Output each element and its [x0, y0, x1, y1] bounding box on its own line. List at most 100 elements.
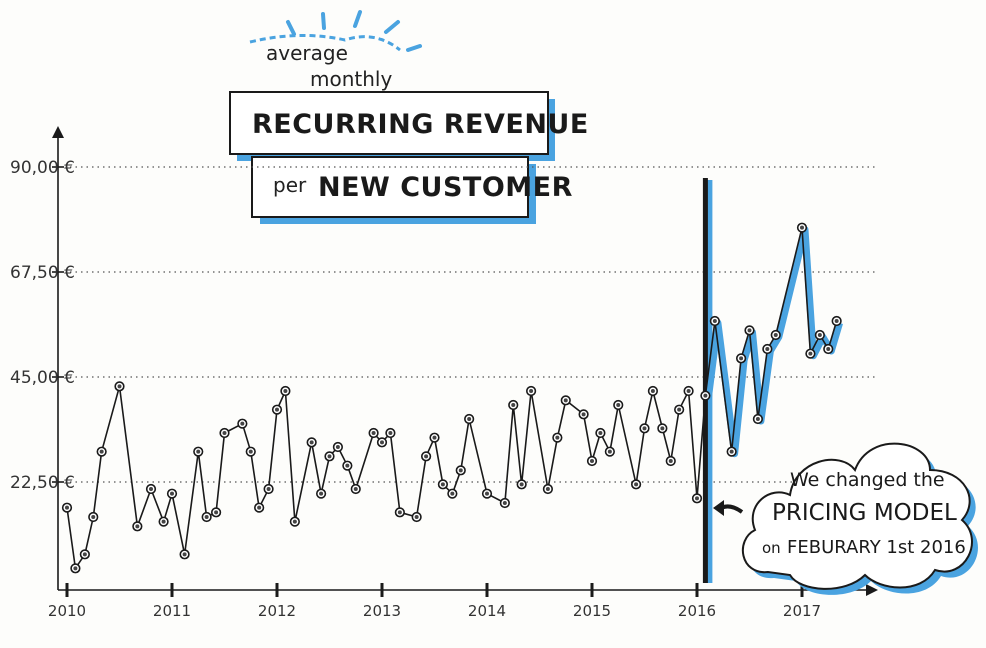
data-point-core-0: [65, 505, 69, 510]
data-point-core-44: [545, 487, 550, 491]
data-point-core-3: [91, 515, 96, 519]
title-banner: average monthly RECURRING REVENUE per NE…: [229, 10, 589, 224]
data-point-core-60: [703, 393, 708, 398]
data-point-core-48: [590, 459, 594, 463]
x-tick-label-5: 2015: [573, 602, 611, 620]
x-tick-labels: 2010 2011 2012 2013 2014 2015 2016 2017: [48, 583, 821, 620]
data-point-core-57: [677, 407, 682, 412]
data-point-core-41: [511, 403, 516, 407]
x-tick-label-4: 2014: [468, 602, 506, 620]
data-point-core-11: [196, 449, 201, 454]
data-point-core-65: [755, 417, 760, 421]
x-axis-arrow-icon: [866, 584, 878, 596]
data-point-core-59: [695, 496, 699, 501]
data-point-core-36: [450, 491, 455, 496]
data-point-core-71: [826, 347, 831, 351]
data-point-core-55: [660, 426, 665, 431]
data-point-core-30: [388, 431, 393, 435]
y-tick-label-0: 22,50 €: [10, 473, 75, 493]
data-point-core-51: [616, 403, 621, 407]
data-point-core-4: [99, 449, 104, 454]
annotation-line3-on: on: [762, 539, 781, 557]
data-point-core-53: [642, 426, 647, 431]
data-point-core-64: [747, 328, 752, 333]
data-point-core-69: [808, 351, 813, 356]
annotation-line1: We changed the: [790, 469, 945, 491]
x-tick-label-3: 2013: [363, 602, 401, 620]
data-point-core-22: [309, 440, 314, 445]
title-line4-large: NEW CUSTOMER: [318, 172, 573, 203]
annotation-line3-date: FEBURARY 1st 2016: [787, 537, 966, 558]
curved-arrow-icon: [713, 500, 744, 516]
x-tick-label-6: 2016: [678, 602, 716, 620]
data-point-core-39: [485, 491, 489, 496]
data-point-core-9: [170, 491, 174, 496]
axes: [52, 126, 878, 596]
annotation-line2: PRICING MODEL: [772, 500, 957, 526]
sparkle-marks: [286, 10, 422, 52]
y-tick-label-3: 90,00 €: [10, 158, 75, 178]
data-point-core-14: [222, 431, 227, 435]
data-point-core-63: [739, 356, 744, 361]
data-point-core-68: [800, 225, 804, 230]
data-point-core-66: [765, 347, 770, 351]
y-axis-arrow-icon: [52, 126, 64, 138]
data-point-core-70: [817, 333, 822, 337]
data-point-core-52: [634, 482, 639, 487]
data-point-core-6: [135, 524, 140, 529]
data-points: [61, 222, 842, 574]
data-point-core-32: [414, 515, 419, 519]
data-point-core-58: [686, 389, 691, 393]
y-tick-label-1: 45,00 €: [10, 368, 75, 388]
data-point-core-61: [712, 319, 717, 323]
series-line: [66, 226, 843, 570]
data-point-core-40: [502, 501, 507, 505]
data-point-core-42: [519, 482, 524, 487]
data-point-core-43: [529, 389, 534, 393]
data-point-core-23: [319, 491, 324, 496]
data-point-core-2: [82, 552, 87, 557]
data-point-core-38: [467, 417, 472, 421]
data-point-core-5: [117, 384, 122, 389]
data-point-core-12: [204, 515, 209, 519]
data-point-core-7: [149, 487, 153, 491]
data-point-core-67: [773, 333, 778, 337]
annotation-cloud: We changed the PRICING MODEL on FEBURARY…: [713, 442, 978, 595]
gridlines: [70, 166, 875, 483]
data-point-core-17: [257, 505, 262, 510]
data-point-core-20: [283, 389, 288, 393]
data-point-core-46: [563, 398, 568, 403]
x-tick-label-0: 2010: [48, 602, 86, 620]
data-point-core-28: [371, 431, 376, 435]
data-point-core-13: [214, 510, 219, 515]
data-point-core-8: [161, 519, 166, 524]
x-tick-label-2: 2012: [258, 602, 296, 620]
data-point-core-29: [380, 440, 384, 445]
data-point-core-37: [458, 468, 463, 473]
data-point-core-34: [432, 435, 437, 440]
data-point-core-15: [240, 421, 245, 426]
data-point-core-24: [327, 454, 332, 459]
data-point-core-45: [555, 435, 560, 440]
data-point-core-21: [292, 519, 297, 524]
data-point-core-49: [598, 431, 603, 435]
data-point-core-19: [275, 407, 279, 412]
data-point-core-25: [335, 445, 340, 449]
data-point-core-31: [397, 510, 402, 515]
data-point-core-56: [668, 459, 673, 463]
data-point-core-18: [266, 487, 271, 491]
title-line2: monthly: [310, 67, 392, 91]
x-tick-label-1: 2011: [153, 602, 191, 620]
x-tick-label-7: 2017: [783, 602, 821, 620]
title-line1: average: [266, 41, 348, 65]
data-point-core-33: [424, 454, 429, 459]
data-point-core-26: [345, 463, 350, 468]
data-point-core-16: [248, 449, 253, 454]
data-point-core-27: [353, 487, 358, 491]
y-tick-label-2: 67,50 €: [10, 263, 75, 283]
data-point-core-10: [182, 552, 187, 557]
title-line3: RECURRING REVENUE: [252, 109, 589, 140]
title-line4-small: per: [273, 173, 307, 197]
series-path: [66, 226, 838, 570]
